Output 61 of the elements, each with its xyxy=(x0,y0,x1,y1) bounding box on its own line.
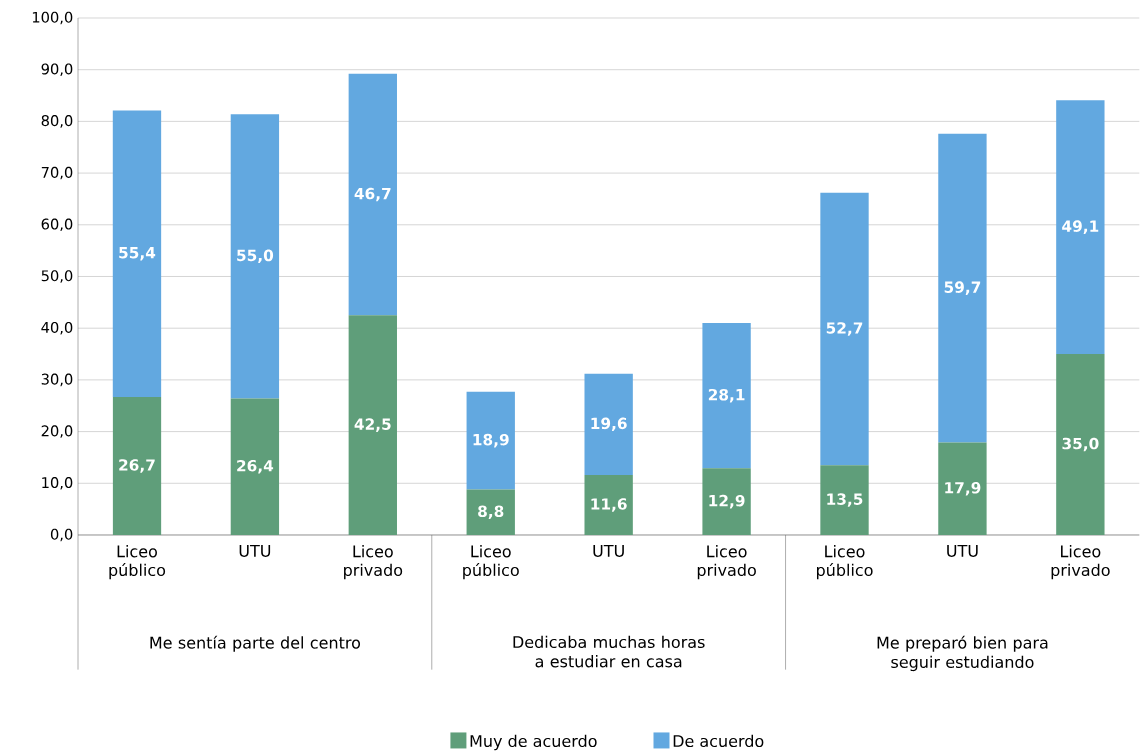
y-tick-label: 20,0 xyxy=(41,425,73,438)
y-tick-label: 100,0 xyxy=(32,11,73,25)
bar xyxy=(938,133,987,443)
text: Me sentía parte del centro xyxy=(150,635,361,652)
bar xyxy=(1056,354,1105,535)
data-label: 42,5 xyxy=(354,418,391,432)
bar xyxy=(348,73,397,316)
data-label: 59,7 xyxy=(944,281,981,295)
bar xyxy=(820,192,869,466)
text: Me preparó bien para seguir estudiando xyxy=(877,635,1048,672)
bar xyxy=(112,110,162,397)
y-tick-label: 90,0 xyxy=(41,63,73,76)
bar xyxy=(1056,100,1105,355)
bar xyxy=(230,114,280,399)
y-tick-label: 10,0 xyxy=(42,477,73,490)
data-label: 11,6 xyxy=(591,498,627,512)
text: Dedicaba muchas horas a estudiar en casa xyxy=(513,635,705,668)
bar xyxy=(466,489,515,535)
y-tick-label: 60,0 xyxy=(41,218,73,232)
legend-label: De acuerdo xyxy=(673,734,764,748)
bar xyxy=(466,391,515,490)
data-label: 28,1 xyxy=(708,388,745,403)
x-tick-label: Liceo público xyxy=(463,545,519,580)
data-label: 26,7 xyxy=(119,459,155,473)
bar xyxy=(820,465,869,535)
data-label: 8,8 xyxy=(478,505,504,520)
bar xyxy=(702,468,751,535)
data-label: 52,7 xyxy=(826,322,863,336)
x-tick-label: Liceo privado xyxy=(1051,545,1110,580)
legend-label: Muy de acuerdo xyxy=(470,734,597,751)
y-tick-label: 40,0 xyxy=(41,321,73,335)
data-label: 13,5 xyxy=(827,493,863,507)
data-label: 19,6 xyxy=(591,417,627,432)
y-tick-label: 50,0 xyxy=(41,270,73,283)
x-tick-label: Liceo público xyxy=(109,545,166,580)
x-tick-label: Liceo privado xyxy=(344,545,403,580)
y-tick-label: 30,0 xyxy=(41,373,73,387)
bar xyxy=(348,315,397,535)
data-label: 17,9 xyxy=(945,481,981,496)
bar xyxy=(938,442,987,535)
data-label: 12,9 xyxy=(709,494,745,509)
data-label: 55,4 xyxy=(119,247,156,261)
data-label: 18,9 xyxy=(473,433,509,448)
bar xyxy=(584,475,633,535)
y-tick-label: 0,0 xyxy=(50,528,73,542)
y-tick-label: 80,0 xyxy=(41,115,73,128)
x-tick-label: UTU xyxy=(239,545,271,557)
data-label: 26,4 xyxy=(237,459,274,474)
x-tick-label: UTU xyxy=(947,545,978,557)
bar xyxy=(112,396,162,535)
bar xyxy=(584,373,633,476)
data-label: 46,7 xyxy=(354,187,391,202)
bar xyxy=(230,398,280,535)
bar xyxy=(702,323,751,469)
x-tick-label: Liceo privado xyxy=(697,545,756,580)
data-label: 55,0 xyxy=(237,249,274,264)
x-tick-label: UTU xyxy=(593,545,624,557)
y-tick-label: 70,0 xyxy=(41,166,73,180)
data-label: 35,0 xyxy=(1062,437,1099,452)
data-label: 49,1 xyxy=(1062,220,1099,234)
x-tick-label: Liceo público xyxy=(816,545,873,580)
